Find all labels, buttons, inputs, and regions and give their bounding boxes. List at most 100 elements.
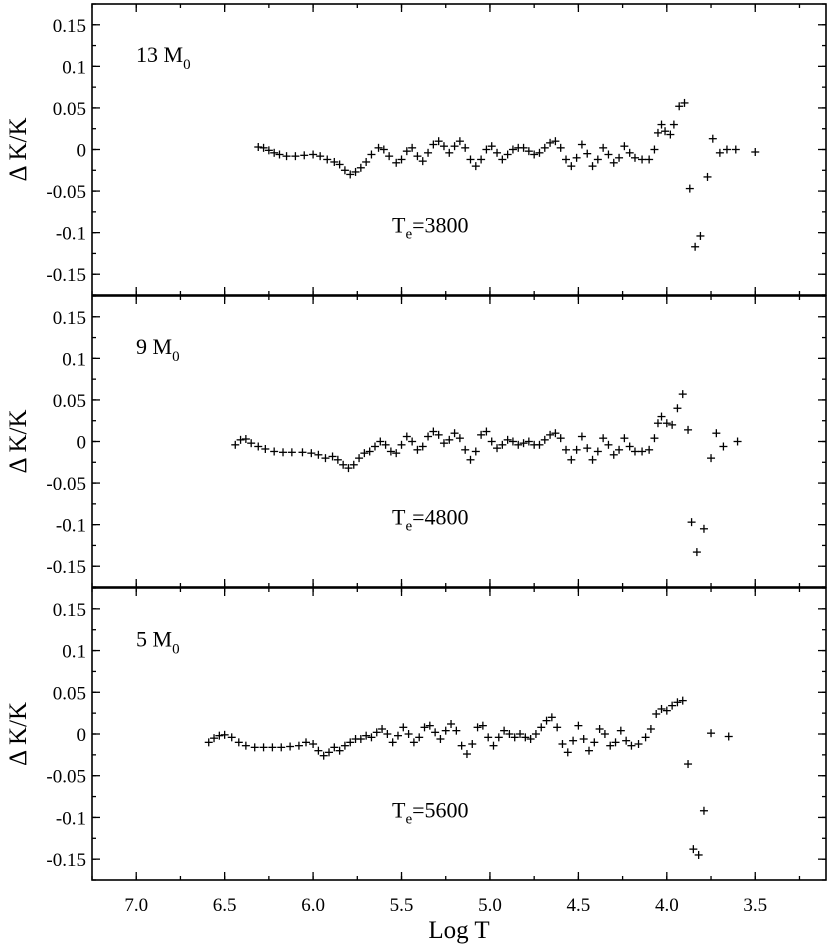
data-point [516,730,525,738]
mass-label: 9 M0 [136,334,180,365]
data-point [666,130,675,139]
data-point [733,437,742,446]
data-point [708,134,717,143]
data-point [360,449,369,458]
x-tick-labels: 7.0 6.5 6.0 5.5 5.0 4.5 4.0 3.5 [124,895,767,916]
data-point [572,445,581,454]
data-point [466,155,475,164]
data-point [567,162,576,171]
data-point [719,442,728,451]
data-point [439,439,448,448]
data-point [678,390,687,399]
mass-label-subscript: 0 [172,641,180,657]
x-axis-label: Log T [428,917,489,944]
data-point [215,731,224,740]
x-tick-label: 5.0 [478,895,502,916]
data-point [553,723,562,732]
data-point [604,440,613,449]
data-point [646,724,655,733]
data-point [662,419,671,428]
data-point [385,152,394,161]
data-point [457,741,466,750]
data-point [609,158,618,167]
data-point [530,150,539,159]
data-point [519,143,528,152]
data-point [335,746,344,755]
data-point [707,454,716,463]
data-point [487,437,496,446]
x-tick-label: 7.0 [124,895,148,916]
data-point [340,166,349,175]
data-point [282,152,291,161]
x-tick-label: 4.0 [655,895,679,916]
data-point [712,429,721,438]
data-point [471,447,480,456]
data-point [445,435,454,444]
data-point [264,146,273,155]
data-point [630,447,639,456]
y-tick-label: -0.05 [46,474,86,495]
data-point [418,157,427,166]
data-point [590,738,599,747]
data-point [344,464,353,473]
te-label-subscript: e [405,227,412,243]
data-point [259,143,268,152]
data-point [685,184,694,193]
y-tick-label: -0.15 [46,557,86,578]
data-point [489,741,498,750]
data-point [270,148,279,157]
data-point [367,733,376,742]
panel-frame [91,587,827,881]
y-tick-label: 0.1 [62,642,86,663]
data-point [684,425,693,434]
data-point [340,741,349,750]
data-point [498,155,507,164]
data-point [521,733,530,742]
data-point [452,726,461,735]
data-point [687,518,696,527]
data-point [680,98,689,107]
data-point [254,143,263,152]
data-point [751,147,760,156]
data-point [593,447,602,456]
data-point [638,155,647,164]
data-point [261,444,270,453]
data-point [298,448,307,457]
x-tick-label: 3.5 [743,895,767,916]
data-point [439,142,448,151]
data-point [584,746,593,755]
data-point [356,163,365,172]
data-point [556,143,565,152]
mass-label-subscript: 0 [172,349,180,365]
data-point [673,698,682,707]
data-point [275,150,284,159]
data-point [346,738,355,747]
data-point [478,721,487,730]
data-point [241,435,250,444]
data-point [645,155,654,164]
panels-layer: 0.15 0.1 0.05 0 -0.05 -0.1 -0.15 Δ K/K 13 M0 Te=3… [5,3,827,881]
y-tick-label: -0.05 [46,767,86,788]
data-point [372,728,381,737]
data-point [429,427,438,436]
data-point [630,153,639,162]
data-point [388,738,397,747]
data-point [620,434,629,443]
data-point [461,445,470,454]
data-point [231,440,240,449]
data-point [431,728,440,737]
data-point [376,437,385,446]
x-tick-label: 6.0 [301,895,325,916]
data-point [241,741,250,750]
data-point [707,729,716,738]
data-point [349,460,358,469]
data-point [583,444,592,453]
data-point [535,440,544,449]
data-point [669,120,678,129]
data-point [409,738,418,747]
data-point [622,736,631,745]
data-point [599,143,608,152]
data-point [210,734,219,743]
x-tick-label: 6.5 [213,895,237,916]
data-point [567,455,576,464]
